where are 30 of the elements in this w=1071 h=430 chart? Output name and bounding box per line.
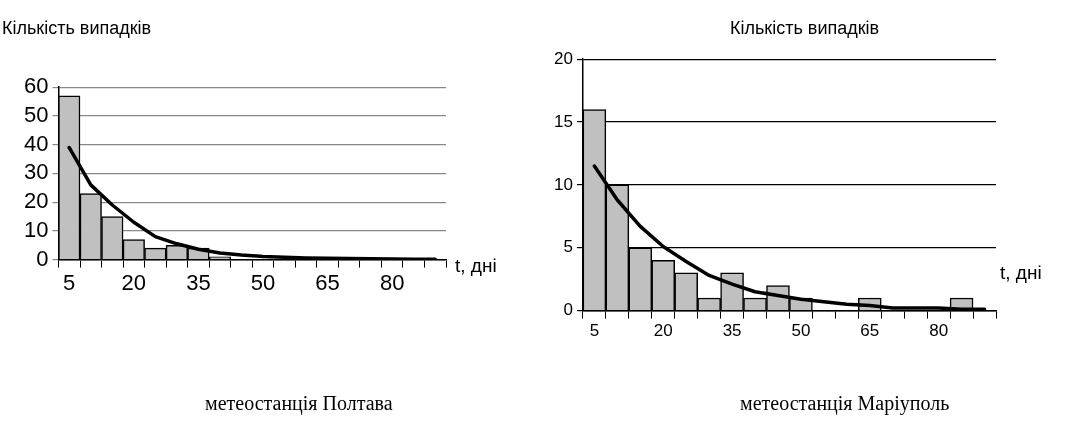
y-tick-label: 10 — [553, 174, 573, 194]
x-tick-label: 50 — [250, 269, 276, 295]
y-tick-label: 15 — [553, 111, 573, 131]
y-tick-label: 20 — [553, 48, 573, 68]
x-tick-label: 80 — [379, 269, 405, 295]
y-tick-label: 10 — [23, 216, 49, 242]
y-tick-label: 0 — [563, 300, 573, 320]
x-tick-label: 65 — [315, 269, 340, 295]
x-tick-label: 35 — [722, 321, 742, 341]
y-tick-label: 5 — [563, 237, 573, 257]
y-tick-label: 50 — [23, 102, 49, 127]
y-tick-label: 40 — [23, 130, 49, 156]
y-tick-label: 30 — [23, 159, 49, 185]
y-tick-label: 0 — [36, 245, 49, 271]
y-axis-title: Кількість випадків — [730, 18, 880, 39]
y-axis-title: Кількість випадків — [2, 18, 152, 39]
x-tick-label: 20 — [653, 321, 673, 341]
x-tick-label: 5 — [63, 269, 76, 295]
x-tick-label: 65 — [860, 321, 880, 341]
x-tick-label: 50 — [791, 321, 811, 341]
y-tick-label: 60 — [23, 73, 49, 99]
x-tick-label: 20 — [121, 269, 147, 295]
text: метеостанція Полтава — [205, 392, 393, 415]
x-axis-title: t, дні — [1000, 262, 1042, 284]
x-tick-label: 35 — [186, 269, 211, 295]
y-tick-label: 20 — [23, 188, 49, 214]
x-tick-label: 80 — [929, 321, 949, 341]
x-axis-title: t, дні — [455, 255, 497, 277]
text: метеостанція Маріуполь — [740, 392, 950, 415]
x-tick-label: 5 — [589, 321, 600, 341]
